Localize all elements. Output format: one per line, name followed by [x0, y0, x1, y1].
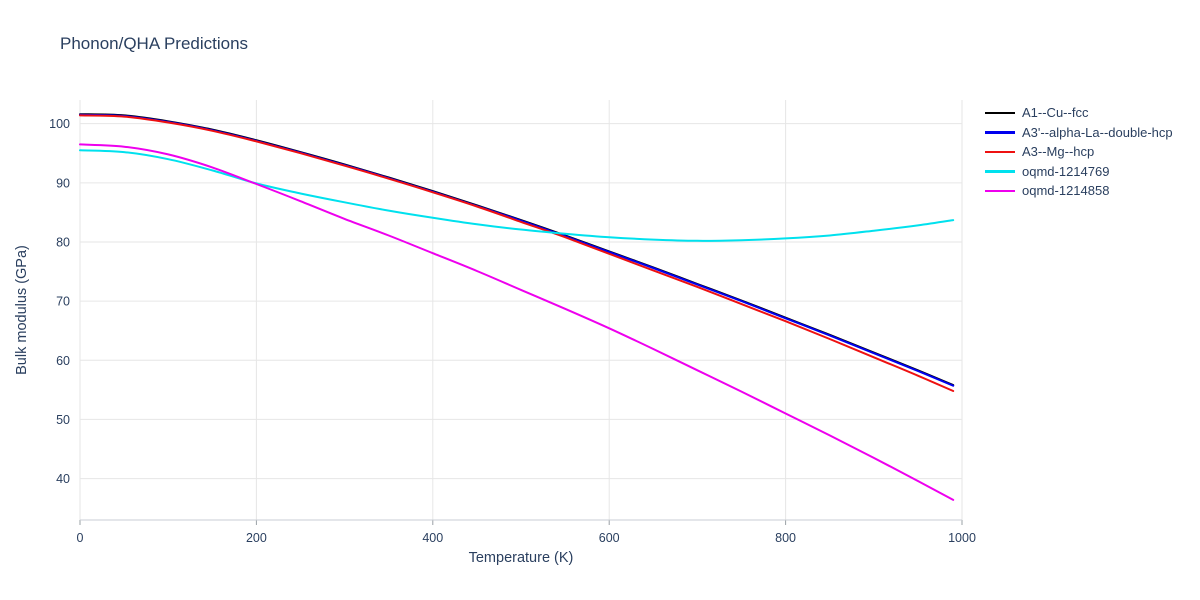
x-tick-label: 400: [422, 531, 443, 545]
series-line-4: [79, 143, 955, 501]
y-axis-title: Bulk modulus (GPa): [14, 245, 30, 375]
series-line-0: [79, 113, 955, 387]
x-tick-label: 200: [246, 531, 267, 545]
legend-swatch: [985, 150, 1015, 153]
series-line-1: [79, 113, 955, 387]
legend-swatch: [985, 189, 1015, 192]
x-tick-label: 600: [599, 531, 620, 545]
legend-item[interactable]: oqmd-1214858: [985, 181, 1173, 201]
y-tick-label: 90: [56, 176, 70, 190]
legend-label: A3'--alpha-La--double-hcp: [1022, 124, 1173, 140]
y-tick-label: 100: [49, 117, 70, 131]
legend-item[interactable]: A3'--alpha-La--double-hcp: [985, 123, 1173, 143]
legend: A1--Cu--fcc A3'--alpha-La--double-hcp A3…: [985, 103, 1173, 201]
legend-item[interactable]: oqmd-1214769: [985, 162, 1173, 182]
x-tick-label: 800: [775, 531, 796, 545]
legend-swatch: [985, 111, 1015, 114]
legend-item[interactable]: A1--Cu--fcc: [985, 103, 1173, 123]
y-tick-label: 80: [56, 235, 70, 249]
series-line-2: [79, 114, 955, 392]
legend-item[interactable]: A3--Mg--hcp: [985, 142, 1173, 162]
legend-label: oqmd-1214858: [1022, 183, 1110, 199]
x-axis-title: Temperature (K): [468, 550, 574, 566]
legend-label: A1--Cu--fcc: [1022, 105, 1089, 121]
chart-title: Phonon/QHA Predictions: [60, 34, 249, 53]
y-tick-label: 60: [56, 354, 70, 368]
legend-swatch: [985, 131, 1015, 134]
legend-label: oqmd-1214769: [1022, 163, 1110, 179]
x-tick-label: 1000: [948, 531, 976, 545]
series-line-3: [79, 149, 955, 242]
y-tick-label: 40: [56, 472, 70, 486]
y-tick-label: 70: [56, 295, 70, 309]
legend-swatch: [985, 170, 1015, 173]
y-tick-label: 50: [56, 413, 70, 427]
x-tick-label: 0: [77, 531, 84, 545]
legend-label: A3--Mg--hcp: [1022, 144, 1095, 160]
